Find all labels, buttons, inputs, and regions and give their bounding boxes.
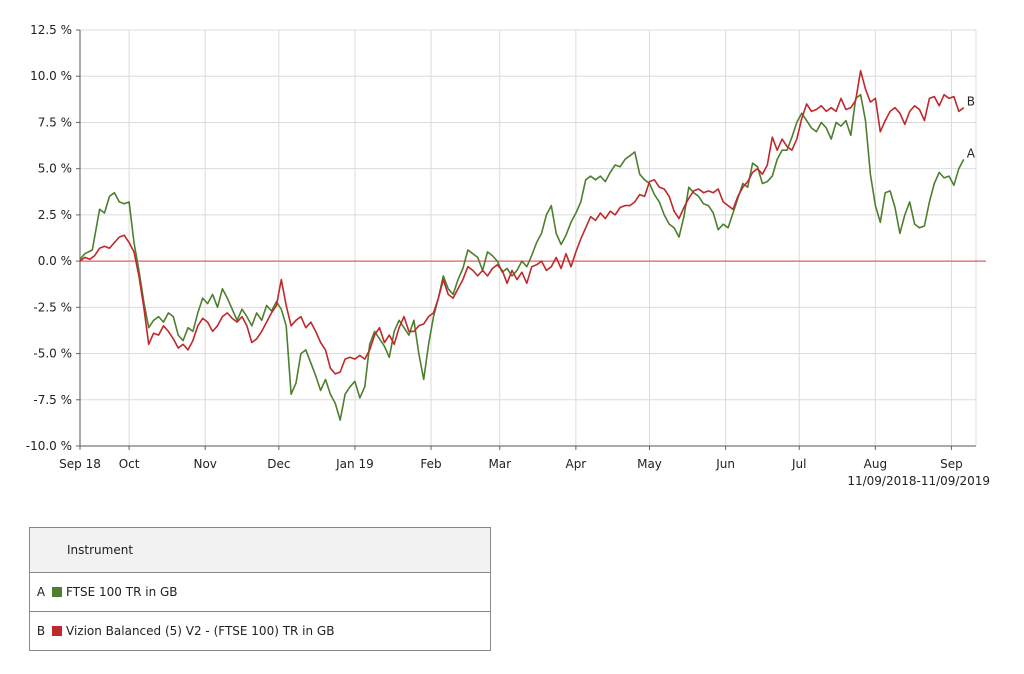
x-tick-label: Apr [565, 457, 586, 471]
x-tick-label: Jun [715, 457, 735, 471]
y-tick-label: 2.5 % [38, 208, 72, 222]
legend-row-b: B Vizion Balanced (5) V2 - (FTSE 100) TR… [29, 611, 491, 651]
tick-labels: 12.5 % 10.0 % 7.5 % 5.0 % 2.5 % 0.0 % -2.5 % -5… [26, 23, 976, 471]
legend-swatch-a [52, 587, 62, 597]
x-tick-label: Jul [791, 457, 806, 471]
instrument-legend-table: Instrument A FTSE 100 TR in GB B Vizion … [29, 527, 491, 651]
x-tick-label: Aug [864, 457, 887, 471]
x-tick-label: Oct [119, 457, 140, 471]
y-tick-label: 10.0 % [30, 69, 72, 83]
date-range-label: 11/09/2018-11/09/2019 [847, 474, 990, 488]
x-tick-label: Jan 19 [335, 457, 374, 471]
legend-name-b: Vizion Balanced (5) V2 - (FTSE 100) TR i… [66, 624, 335, 638]
series-lines [79, 69, 965, 421]
series-line-b [79, 69, 965, 375]
legend-header: Instrument [29, 527, 491, 573]
x-tick-label: Mar [488, 457, 511, 471]
series-end-label-b: B [967, 95, 975, 109]
x-tick-label: May [637, 457, 662, 471]
grid [80, 29, 977, 447]
performance-chart: 12.5 % 10.0 % 7.5 % 5.0 % 2.5 % 0.0 % -2.5 % -5… [26, 23, 986, 471]
y-tick-label: -2.5 % [33, 300, 72, 314]
series-end-label-a: A [967, 146, 976, 160]
legend-key-a: A [29, 572, 52, 612]
legend-swatch-b [52, 626, 62, 636]
y-tick-label: 12.5 % [30, 23, 72, 37]
x-tick-label: Sep [940, 457, 963, 471]
y-tick-label: 5.0 % [38, 162, 72, 176]
y-tick-label: 7.5 % [38, 115, 72, 129]
y-tick-label: 0.0 % [38, 254, 72, 268]
y-tick-label: -10.0 % [26, 439, 72, 453]
legend-name-a: FTSE 100 TR in GB [66, 585, 178, 599]
x-tick-label: Feb [420, 457, 441, 471]
x-tick-label: Nov [193, 457, 216, 471]
x-tick-label: Sep 18 [59, 457, 101, 471]
axes [76, 29, 986, 450]
y-tick-label: -5.0 % [33, 347, 72, 361]
y-tick-label: -7.5 % [33, 393, 72, 407]
series-line-a [79, 93, 965, 421]
legend-key-b: B [29, 611, 52, 651]
legend-row-a: A FTSE 100 TR in GB [29, 572, 491, 612]
x-tick-label: Dec [267, 457, 290, 471]
